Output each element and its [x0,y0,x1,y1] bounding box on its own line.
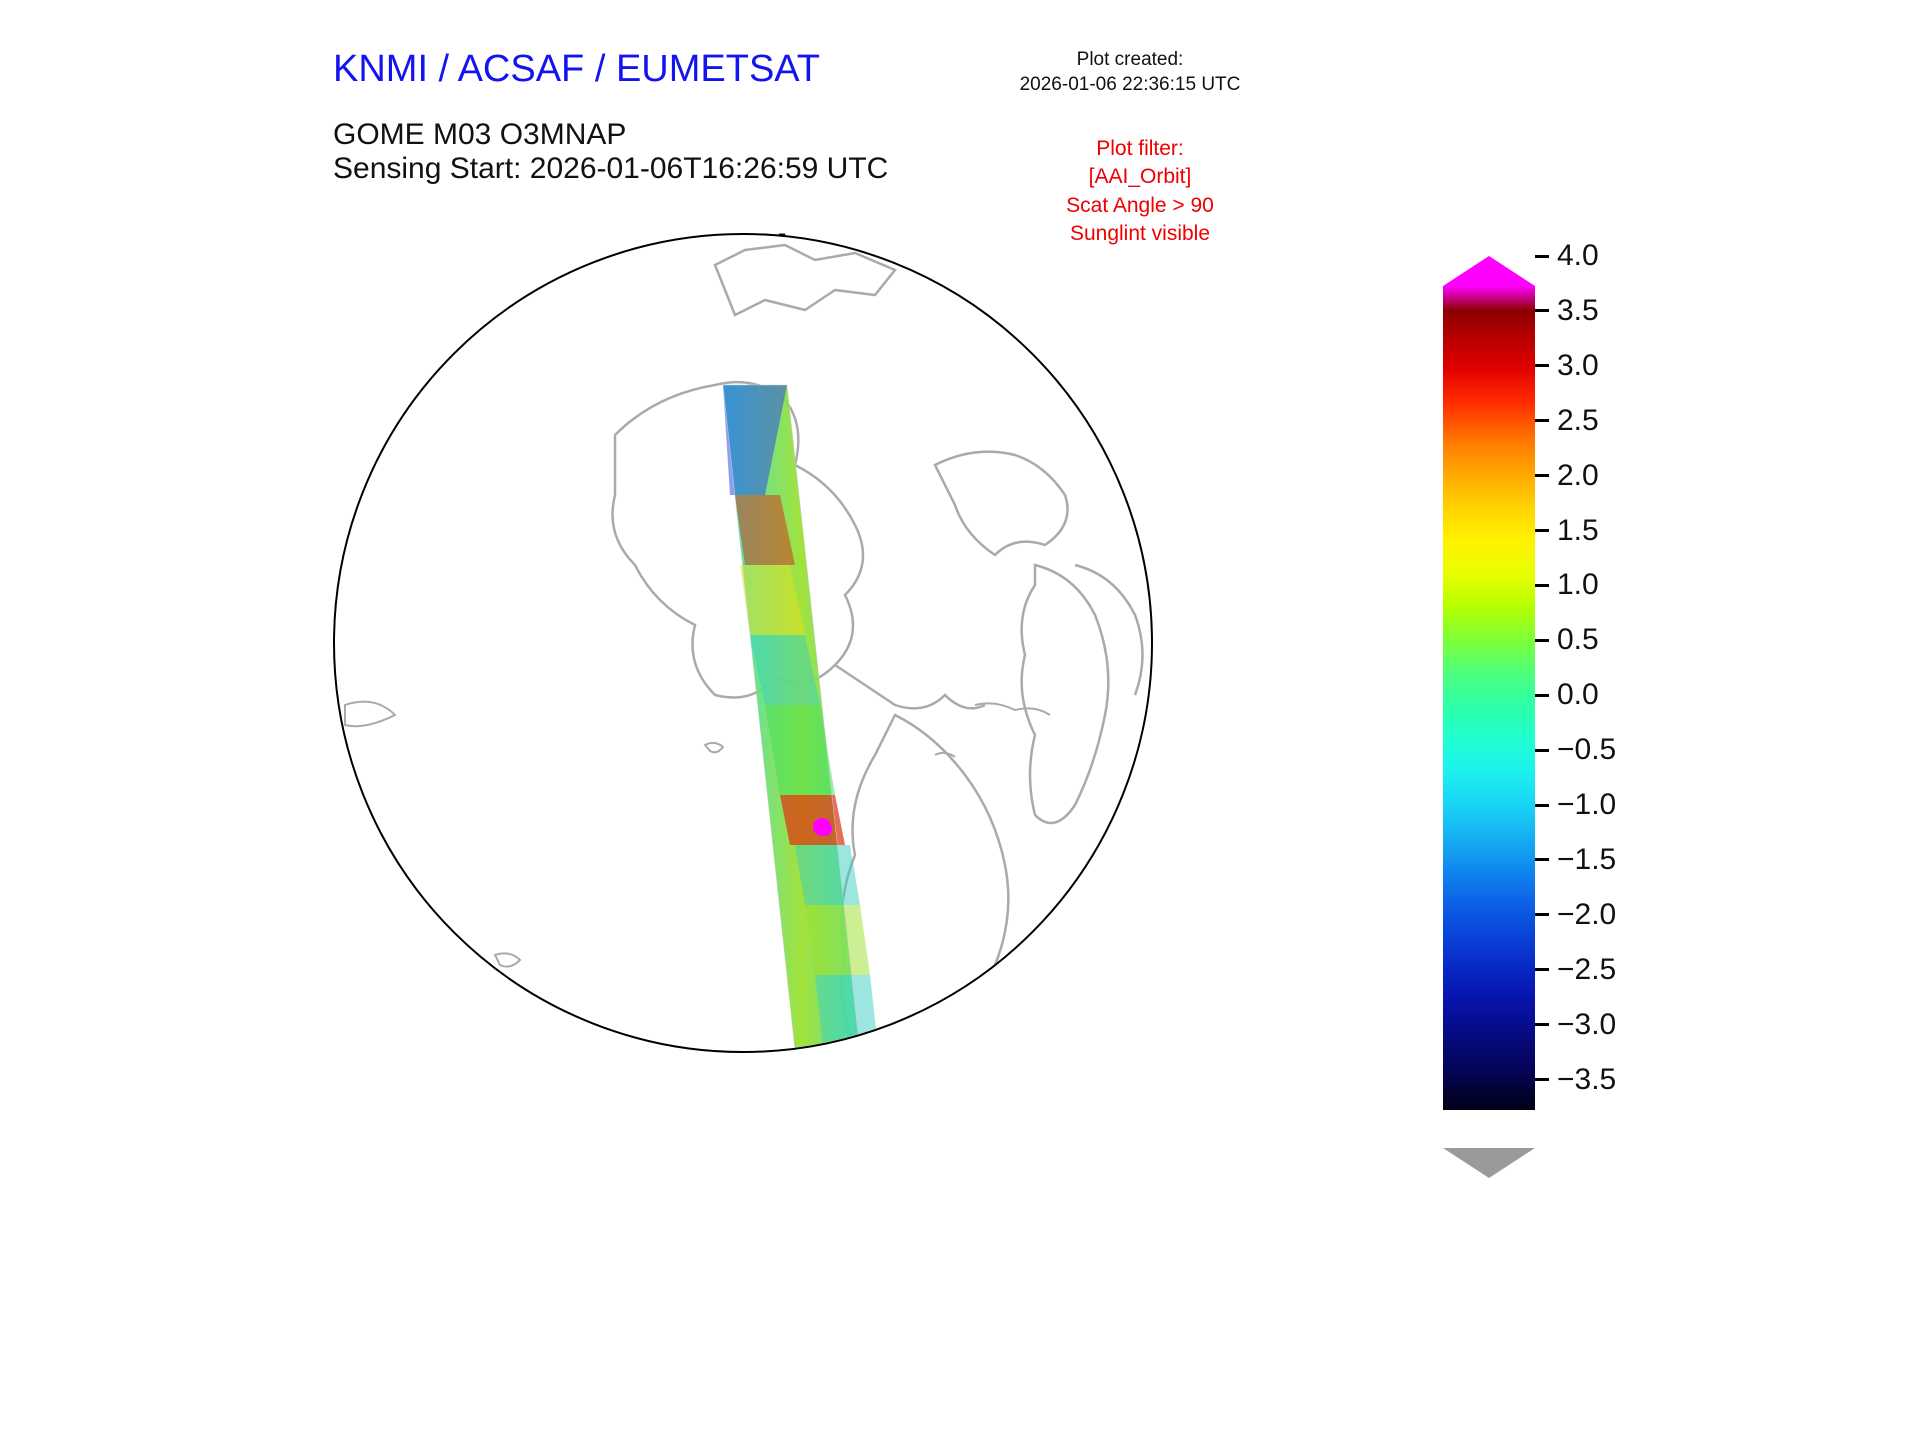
colorbar-tick-4: 2.0 [1557,459,1599,493]
colorbar-tick-12: −2.0 [1557,898,1616,932]
colorbar-overflow-low [1443,1148,1535,1178]
colorbar-tick-10: −1.0 [1557,788,1616,822]
colorbar-ticks: 4.0 3.5 3.0 2.5 2.0 1.5 [1535,256,1695,1110]
plot-filter-line-0: [AAI_Orbit] [1010,163,1270,191]
colorbar-track [1443,286,1535,1110]
colorbar-tick-11: −1.5 [1557,843,1616,877]
globe-outline [333,233,1153,1053]
colorbar-tick-1: 3.5 [1557,294,1599,328]
colorbar-tick-15: −3.5 [1557,1063,1616,1097]
colorbar-tick-6: 1.0 [1557,568,1599,602]
plot-filter-label: Plot filter: [1010,135,1270,163]
plot-filter-line-1: Scat Angle > 90 [1010,192,1270,220]
colorbar-overflow-high [1443,256,1535,286]
colorbar-tick-2: 3.0 [1557,349,1599,383]
sensing-line: Sensing Start: 2026-01-06T16:26:59 UTC [333,152,888,186]
plot-created-datetime: 2026-01-06 22:36:15 UTC [980,73,1280,98]
colorbar: 4.0 3.5 3.0 2.5 2.0 1.5 [1443,248,1693,1148]
colorbar-tick-9: −0.5 [1557,733,1616,767]
plot-created-label: Plot created: [980,48,1280,73]
colorbar-tick-5: 1.5 [1557,514,1599,548]
colorbar-gradient [1443,286,1535,1110]
colorbar-tick-13: −2.5 [1557,953,1616,987]
colorbar-tick-8: 0.0 [1557,678,1599,712]
instrument-line: GOME M03 O3MNAP [333,118,626,152]
globe-map-container: AAI [-] [333,233,1153,1053]
orbit-swath [335,235,1153,1053]
colorbar-tick-0: 4.0 [1557,239,1599,273]
org-title: KNMI / ACSAF / EUMETSAT [333,48,820,91]
colorbar-tick-3: 2.5 [1557,404,1599,438]
colorbar-tick-14: −3.0 [1557,1008,1616,1042]
aai-hotspot-marker [818,822,832,836]
plot-created-block: Plot created: 2026-01-06 22:36:15 UTC [980,48,1280,97]
colorbar-tick-7: 0.5 [1557,623,1599,657]
